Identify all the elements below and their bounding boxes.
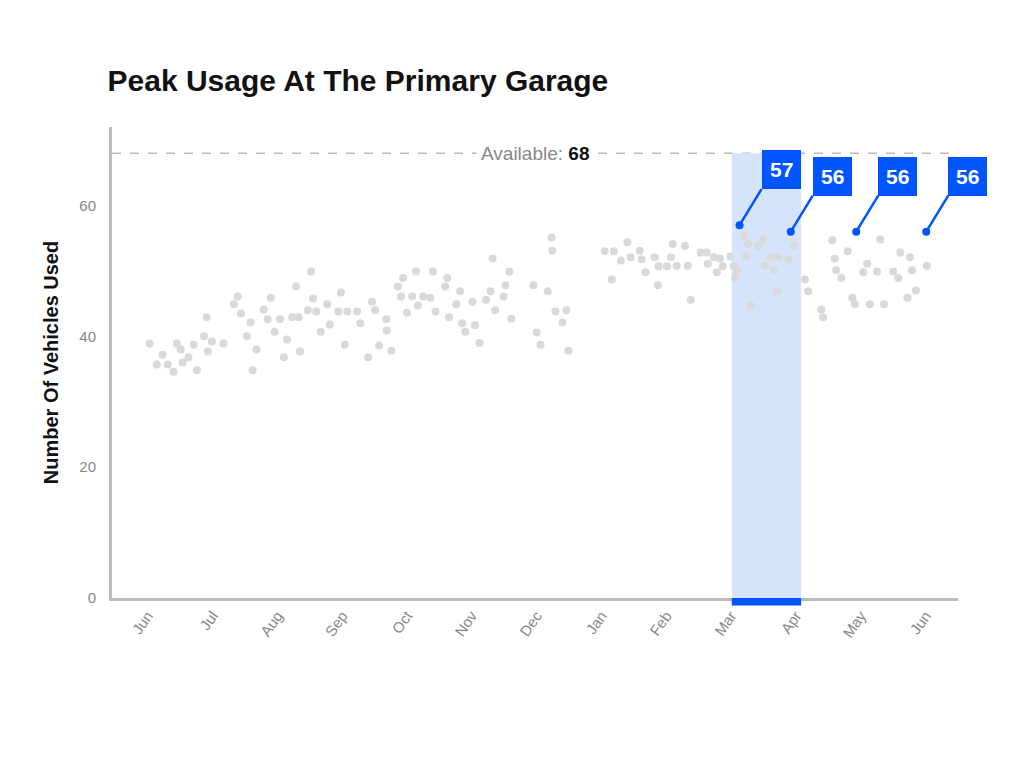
svg-text:56: 56 [821,165,844,188]
svg-text:Aug: Aug [257,608,286,640]
svg-text:Jul: Jul [196,608,221,633]
svg-text:60: 60 [79,197,96,214]
svg-text:Feb: Feb [646,608,675,639]
svg-text:Available: 68: Available: 68 [481,143,589,164]
svg-text:Mar: Mar [711,608,740,639]
svg-text:Jun: Jun [128,608,156,638]
svg-text:Apr: Apr [777,608,804,637]
svg-text:Peak Usage At The Primary Gara: Peak Usage At The Primary Garage [108,64,609,97]
svg-text:Jan: Jan [582,608,610,638]
svg-text:40: 40 [79,328,96,345]
svg-text:56: 56 [956,165,979,188]
svg-text:57: 57 [770,158,793,181]
svg-text:Number Of Vehicles Used: Number Of Vehicles Used [40,241,62,484]
svg-text:May: May [839,607,869,640]
svg-text:0: 0 [88,589,96,606]
svg-text:56: 56 [886,165,909,188]
svg-text:Sep: Sep [321,608,350,640]
svg-text:Dec: Dec [516,607,546,639]
svg-text:20: 20 [79,458,96,475]
svg-text:Oct: Oct [388,607,416,637]
svg-text:Nov: Nov [451,607,481,639]
svg-text:Jun: Jun [906,608,934,638]
